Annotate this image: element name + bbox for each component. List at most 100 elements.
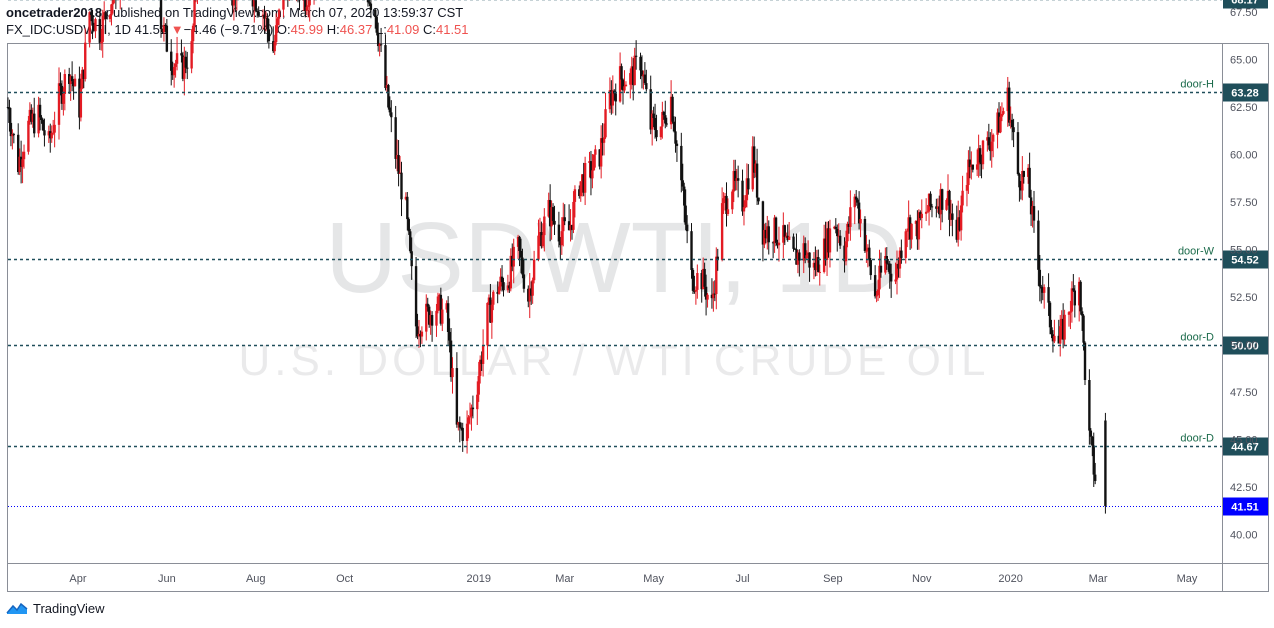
candle-body — [9, 122, 13, 137]
candle-body — [8, 107, 11, 123]
candle-body — [755, 163, 759, 198]
candle-body — [232, 0, 236, 6]
y-tick-label: 52.50 — [1230, 292, 1258, 304]
candle-body — [572, 201, 575, 230]
candle-body — [530, 288, 533, 296]
x-tick-label: Jun — [158, 573, 176, 585]
candle-body — [601, 138, 604, 143]
candle-body — [73, 78, 77, 87]
candle-body — [307, 5, 310, 7]
candle-body — [664, 115, 667, 124]
candle-body — [394, 117, 397, 159]
x-tick-label: Apr — [69, 573, 86, 585]
candle-body — [172, 66, 176, 76]
candle-body — [439, 294, 443, 324]
candle-body — [661, 111, 664, 127]
last-price: 41.51 — [134, 22, 168, 37]
candle-body — [500, 276, 504, 283]
candle-body — [506, 285, 510, 291]
candle-body — [1006, 87, 1009, 112]
candle-body — [693, 290, 696, 292]
candle-body — [540, 232, 543, 247]
candle-body — [808, 252, 811, 268]
candle-body — [792, 236, 795, 249]
candle-body — [426, 303, 429, 307]
candle-body — [907, 217, 910, 231]
candle-body — [369, 3, 373, 10]
open-value: 45.99 — [290, 22, 324, 37]
time-axis[interactable]: Apr Jun Aug Oct 2019 Mar May Jul Sep Nov 2020 Mar Ma… — [69, 573, 1198, 585]
candle-body — [649, 89, 652, 130]
candle-body — [445, 303, 448, 310]
candle-body — [828, 228, 832, 253]
candle-body — [165, 25, 169, 52]
candle-body — [712, 293, 715, 299]
candlestick-series — [6, 0, 1107, 514]
candle-body — [69, 76, 72, 84]
candle-body — [468, 416, 472, 418]
candle-body — [927, 193, 931, 212]
level-price-badge — [1223, 437, 1268, 456]
publisher-name[interactable]: oncetrader2018 — [6, 5, 103, 20]
x-tick-label: May — [643, 573, 664, 585]
candle-body — [40, 117, 43, 120]
candle-body — [910, 223, 913, 240]
candle-body — [655, 130, 658, 138]
footer-brand[interactable]: TradingView — [33, 600, 105, 616]
candle-body — [1063, 314, 1066, 340]
x-tick-label: Aug — [246, 573, 266, 585]
level-name: door-D — [1180, 332, 1214, 344]
candle-body — [642, 74, 645, 77]
candle-body — [98, 19, 102, 43]
level-price-label: 68.17 — [1231, 0, 1259, 7]
candle-body — [936, 206, 940, 209]
candle-body — [570, 224, 574, 230]
candle-body — [427, 306, 431, 325]
candle-body — [49, 131, 52, 139]
candle-body — [735, 178, 738, 181]
candle-body — [550, 207, 553, 227]
candle-body — [898, 250, 902, 269]
candle-body — [690, 231, 693, 270]
candle-body — [305, 6, 308, 11]
candle-body — [725, 195, 728, 214]
candle-body — [757, 197, 760, 202]
candle-body — [19, 156, 23, 167]
chart-frame — [7, 43, 1269, 592]
candle-body — [1037, 220, 1040, 270]
candle-body — [519, 250, 523, 258]
candle-body — [1038, 269, 1042, 287]
candle-body — [1072, 288, 1075, 291]
candle-body — [623, 86, 626, 91]
candle-body — [170, 51, 173, 71]
candle-body — [620, 66, 623, 80]
candle-body — [691, 269, 695, 291]
candle-body — [938, 206, 941, 215]
candle-body — [407, 219, 410, 232]
candle-body — [376, 32, 380, 47]
close-label: C: — [422, 22, 436, 37]
candle-body — [958, 217, 961, 231]
candle-body — [865, 250, 868, 252]
candle-body — [761, 201, 765, 245]
candle-body — [751, 146, 754, 190]
candle-body — [480, 359, 483, 364]
candle-body — [543, 216, 546, 236]
candle-body — [1009, 119, 1012, 123]
price-axis[interactable]: 40.00 42.50 45.00 47.50 50.00 52.50 55.00 57.50… — [1230, 0, 1258, 542]
candle-body — [254, 0, 257, 11]
candle-body — [406, 196, 409, 220]
candle-body — [639, 56, 642, 71]
candle-body — [43, 130, 46, 136]
candle-body — [747, 178, 750, 190]
candle-body — [578, 189, 581, 197]
candle-body — [856, 199, 859, 203]
candle-body — [618, 66, 622, 102]
candle-body — [665, 123, 668, 125]
candle-body — [458, 422, 461, 428]
candle-body — [591, 170, 594, 179]
candle-body — [487, 297, 491, 303]
candle-body — [767, 226, 770, 243]
candle-body — [551, 207, 555, 221]
